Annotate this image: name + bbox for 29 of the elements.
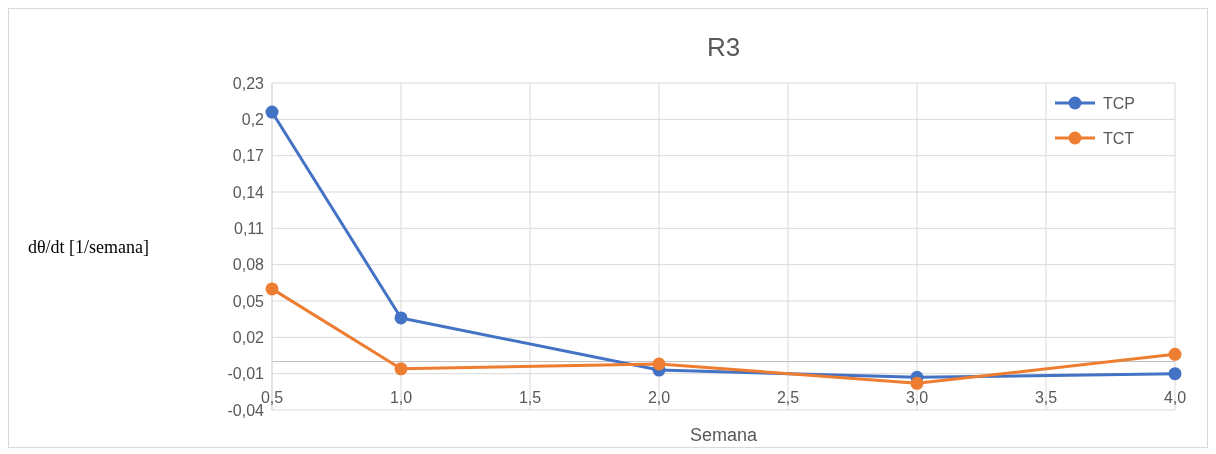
y-tick-label: 0,11 — [234, 219, 265, 237]
legend-label: TCT — [1103, 129, 1135, 147]
point — [1168, 347, 1182, 361]
y-tick-label: 0,2 — [241, 110, 265, 128]
y-tick-label: 0,02 — [232, 328, 265, 346]
point — [265, 282, 279, 296]
point — [652, 357, 666, 371]
x-tick-label: 2,5 — [776, 389, 800, 407]
y-tick-label: 0,23 — [232, 74, 265, 92]
point — [394, 362, 408, 376]
x-axis-title: Semana — [689, 425, 759, 445]
point — [265, 105, 279, 119]
y-tick-label: 0,05 — [232, 292, 265, 310]
y-tick-label: 0,17 — [232, 147, 265, 165]
x-tick-label: 1,0 — [389, 389, 413, 407]
x-tick-label: 3,0 — [905, 389, 929, 407]
point — [394, 311, 408, 325]
y-tick-label: -0,01 — [227, 365, 265, 383]
point — [1168, 367, 1182, 381]
point — [910, 376, 924, 390]
x-tick-label: 3,5 — [1034, 389, 1058, 407]
y-tick-label: 0,08 — [232, 256, 265, 274]
y-axis-title: dθ/dt [1/semana] — [28, 236, 150, 257]
x-tick-label: 2,0 — [647, 389, 671, 407]
chart-title: R3 — [706, 32, 741, 62]
y-tick-label: 0,14 — [232, 183, 265, 201]
legend-label: TCP — [1103, 94, 1135, 112]
x-tick-label: 1,5 — [518, 389, 542, 407]
x-tick-label: 4,0 — [1163, 389, 1187, 407]
